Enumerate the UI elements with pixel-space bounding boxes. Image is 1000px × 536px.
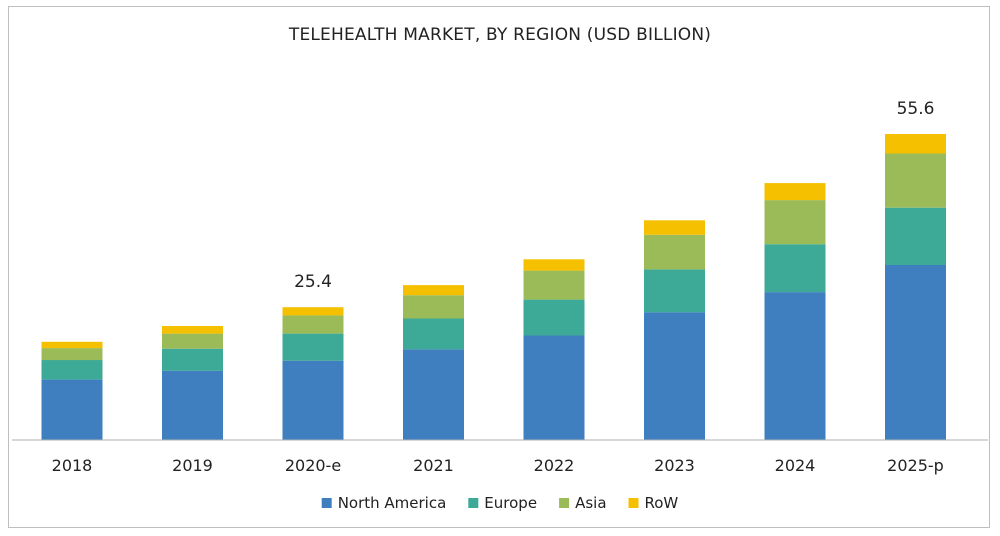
bar-row-2019 bbox=[162, 326, 223, 334]
x-tick-label-2021: 2021 bbox=[413, 456, 454, 475]
bar-europe-2020-e bbox=[282, 333, 344, 361]
bar-asia-2019 bbox=[162, 333, 223, 349]
legend-swatch-north-america bbox=[321, 498, 332, 508]
data-label-2025-p: 55.6 bbox=[897, 99, 935, 119]
data-label-2020-e: 25.4 bbox=[294, 272, 332, 292]
legend-swatch-europe bbox=[468, 498, 479, 508]
x-tick-label-2023: 2023 bbox=[654, 456, 695, 475]
chart-frame bbox=[8, 6, 990, 528]
x-tick-label-2020-e: 2020-e bbox=[285, 456, 341, 475]
bar-north-america-2021 bbox=[403, 349, 464, 440]
bar-row-2018 bbox=[41, 341, 103, 349]
bar-europe-2024 bbox=[764, 244, 826, 292]
bar-row-2025-p bbox=[885, 134, 946, 154]
bar-north-america-2025-p bbox=[885, 265, 946, 440]
chart-title: TELEHEALTH MARKET, BY REGION (USD BILLIO… bbox=[288, 25, 711, 45]
legend-item-asia: Asia bbox=[559, 494, 607, 512]
bar-asia-2022 bbox=[523, 270, 585, 300]
x-tick-label-2018: 2018 bbox=[52, 456, 93, 475]
bar-row-2023 bbox=[644, 220, 705, 235]
bar-north-america-2019 bbox=[162, 370, 223, 440]
bar-row-2021 bbox=[403, 285, 464, 296]
bars-group bbox=[41, 134, 946, 440]
bar-asia-2024 bbox=[764, 200, 826, 245]
data-labels: 25.4 55.6 bbox=[294, 99, 934, 292]
bar-asia-2023 bbox=[644, 234, 705, 270]
bar-row-2020-e bbox=[282, 307, 344, 316]
bar-north-america-2018 bbox=[41, 379, 103, 440]
bar-europe-2023 bbox=[644, 269, 705, 313]
x-tick-label-2022: 2022 bbox=[534, 456, 575, 475]
legend-item-row: RoW bbox=[628, 494, 679, 512]
legend-label-north-america: North America bbox=[338, 494, 447, 512]
legend: North America Europe Asia RoW bbox=[321, 494, 679, 512]
x-tick-label-2024: 2024 bbox=[775, 456, 816, 475]
legend-label-europe: Europe bbox=[484, 494, 537, 512]
bar-europe-2021 bbox=[403, 318, 464, 350]
bar-north-america-2024 bbox=[764, 292, 826, 440]
bar-row-2024 bbox=[764, 183, 826, 201]
bar-asia-2020-e bbox=[282, 315, 344, 334]
bar-europe-2022 bbox=[523, 299, 585, 336]
bar-north-america-2020-e bbox=[282, 360, 344, 440]
x-tick-labels: 2018 2019 2020-e 2021 2022 2023 2024 2025-p bbox=[52, 456, 944, 475]
bar-north-america-2022 bbox=[523, 335, 585, 440]
bar-row-2022 bbox=[523, 259, 585, 271]
legend-item-north-america: North America bbox=[321, 494, 447, 512]
bar-north-america-2023 bbox=[644, 312, 705, 440]
x-tick-label-2019: 2019 bbox=[172, 456, 213, 475]
x-tick-label-2025-p: 2025-p bbox=[887, 456, 944, 475]
bar-asia-2025-p bbox=[885, 153, 946, 208]
bar-europe-2018 bbox=[41, 360, 103, 380]
legend-label-row: RoW bbox=[645, 494, 679, 512]
legend-swatch-asia bbox=[559, 498, 570, 508]
bar-europe-2025-p bbox=[885, 207, 946, 265]
legend-item-europe: Europe bbox=[468, 494, 537, 512]
legend-swatch-row bbox=[628, 498, 639, 508]
bar-asia-2021 bbox=[403, 295, 464, 319]
bar-europe-2019 bbox=[162, 348, 223, 371]
legend-label-asia: Asia bbox=[575, 494, 606, 512]
bar-asia-2018 bbox=[41, 348, 103, 361]
